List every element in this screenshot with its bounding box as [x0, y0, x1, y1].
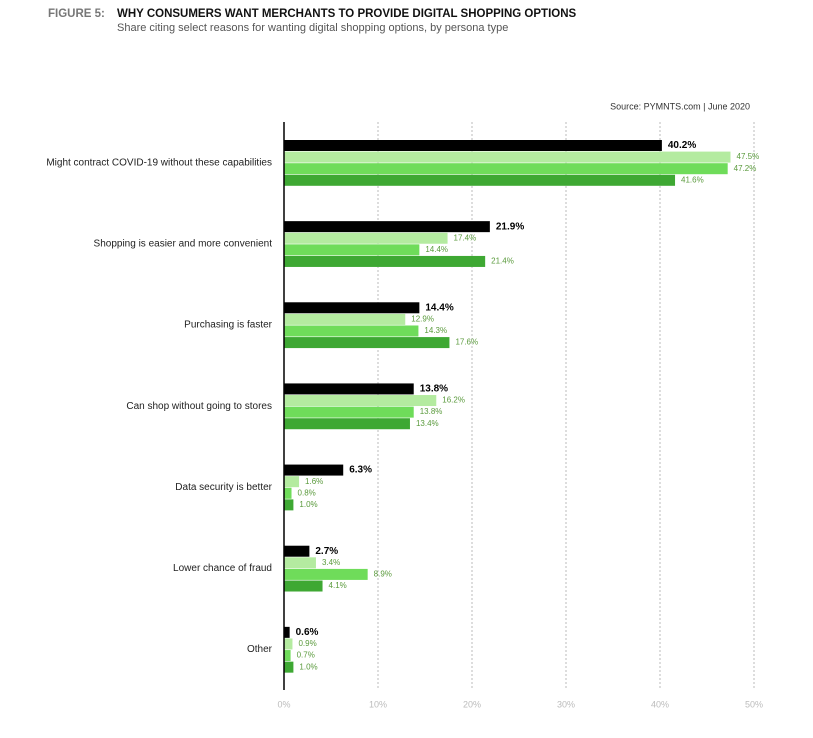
bar: [284, 499, 294, 511]
value-label: 41.6%: [681, 175, 704, 184]
bar: [284, 325, 419, 337]
bar: [284, 464, 344, 476]
value-label: 14.3%: [424, 326, 447, 335]
bar: [284, 395, 437, 407]
category-label: Can shop without going to stores: [126, 401, 272, 412]
value-label: 1.6%: [305, 477, 323, 486]
bar: [284, 545, 310, 557]
category-label: Might contract COVID-19 without these ca…: [46, 157, 272, 168]
bar: [284, 255, 486, 267]
x-tick-label: 30%: [557, 699, 575, 709]
value-label: 0.6%: [296, 627, 319, 638]
bar: [284, 244, 420, 256]
value-label: 1.0%: [299, 500, 317, 509]
value-label: 0.9%: [298, 639, 316, 648]
value-label: 21.9%: [496, 221, 524, 232]
bar: [284, 580, 323, 592]
value-label: 17.4%: [454, 233, 477, 242]
bar: [284, 232, 448, 244]
bar: [284, 163, 728, 175]
bar: [284, 221, 490, 233]
x-tick-label: 50%: [745, 699, 763, 709]
value-label: 13.4%: [416, 419, 439, 428]
bar: [284, 418, 410, 430]
value-label: 4.1%: [329, 581, 347, 590]
value-label: 21.4%: [491, 257, 514, 266]
value-label: 2.7%: [315, 546, 338, 557]
bar: [284, 337, 450, 349]
bar: [284, 140, 662, 151]
bar: [284, 487, 292, 499]
value-label: 1.0%: [299, 662, 317, 671]
bar: [284, 174, 676, 186]
source: Source: PYMNTS.com | June 2020: [610, 101, 750, 111]
bar: [284, 406, 414, 418]
x-tick-label: 20%: [463, 699, 481, 709]
bar: [284, 568, 368, 580]
bar: [284, 313, 406, 325]
value-label: 8.9%: [374, 570, 392, 579]
value-label: 14.4%: [425, 302, 453, 313]
bar: [284, 626, 290, 638]
bar: [284, 476, 300, 488]
category-label: Data security is better: [175, 482, 272, 493]
value-label: 0.8%: [298, 488, 316, 497]
bar: [284, 557, 316, 569]
category-label: Other: [247, 644, 273, 655]
value-label: 0.7%: [297, 651, 315, 660]
category-label: Purchasing is faster: [184, 320, 272, 331]
bar: [284, 661, 294, 673]
chart-title: WHY CONSUMERS WANT MERCHANTS TO PROVIDE …: [117, 8, 577, 20]
value-label: 16.2%: [442, 396, 465, 405]
value-label: 47.2%: [734, 164, 757, 173]
value-label: 6.3%: [349, 465, 372, 476]
category-label: Shopping is easier and more convenient: [94, 238, 273, 249]
value-label: 14.4%: [425, 245, 448, 254]
bar: [284, 650, 291, 662]
value-label: 40.2%: [668, 140, 696, 151]
bar: [284, 638, 293, 650]
bar: [284, 151, 731, 163]
value-label: 17.6%: [455, 338, 478, 347]
value-label: 12.9%: [411, 314, 434, 323]
value-label: 13.8%: [420, 407, 443, 416]
bar: [284, 302, 420, 314]
x-tick-label: 10%: [369, 699, 387, 709]
value-label: 47.5%: [737, 152, 760, 161]
figure-label: FIGURE 5:: [48, 8, 105, 20]
x-tick-label: 40%: [651, 699, 669, 709]
bar: [284, 383, 414, 395]
category-label: Lower chance of fraud: [173, 563, 272, 574]
value-label: 13.8%: [420, 384, 448, 395]
chart-subtitle: Share citing select reasons for wanting …: [117, 22, 508, 34]
value-label: 3.4%: [322, 558, 340, 567]
x-tick-label: 0%: [277, 699, 290, 709]
